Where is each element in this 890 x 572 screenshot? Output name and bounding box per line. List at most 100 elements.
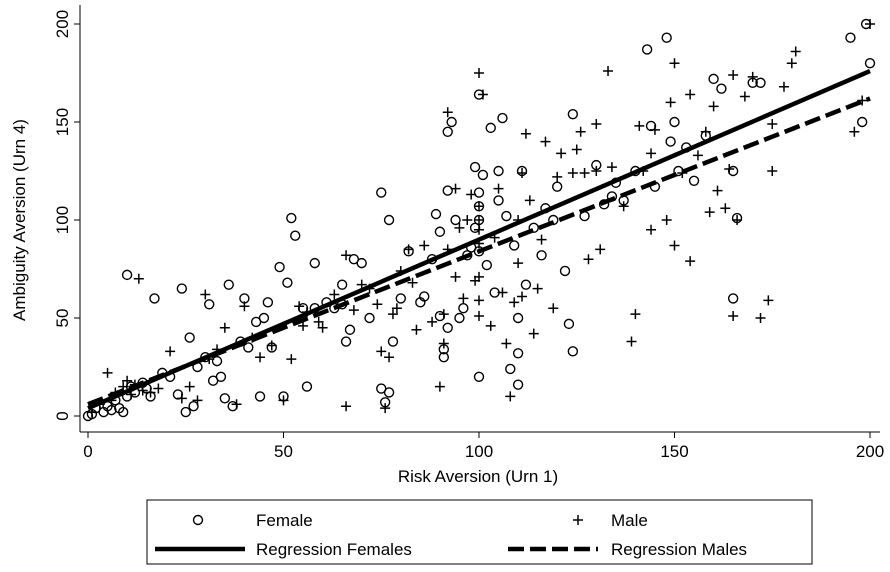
female-point bbox=[117, 406, 129, 418]
y-tick-label: 0 bbox=[53, 411, 72, 420]
male-point bbox=[524, 195, 535, 206]
female-point bbox=[301, 381, 313, 392]
female-point bbox=[641, 44, 653, 55]
male-point bbox=[747, 71, 758, 82]
male-point bbox=[669, 240, 680, 251]
male-point bbox=[603, 66, 614, 77]
male-point bbox=[704, 207, 715, 218]
female-point bbox=[340, 336, 352, 347]
male-point bbox=[266, 340, 277, 351]
female-point bbox=[434, 226, 446, 237]
female-point bbox=[727, 293, 739, 304]
male-point bbox=[102, 367, 113, 378]
male-point bbox=[493, 183, 504, 194]
female-point bbox=[497, 112, 508, 124]
male-point bbox=[231, 399, 242, 410]
female-point bbox=[442, 322, 453, 333]
female-point bbox=[106, 404, 117, 416]
male-point bbox=[634, 120, 645, 131]
male-point bbox=[122, 375, 133, 386]
female-point bbox=[258, 312, 270, 324]
female-point bbox=[473, 371, 485, 382]
male-point bbox=[685, 256, 696, 267]
male-point bbox=[505, 391, 516, 402]
male-point bbox=[649, 124, 660, 135]
male-point bbox=[567, 167, 578, 178]
male-point bbox=[411, 324, 422, 335]
male-point bbox=[137, 385, 148, 396]
female-point bbox=[552, 181, 563, 192]
x-tick-label: 100 bbox=[465, 442, 493, 461]
male-point bbox=[591, 166, 602, 176]
regression-line-females bbox=[87, 68, 871, 411]
male-point bbox=[348, 305, 359, 316]
male-point bbox=[387, 309, 398, 320]
male-point bbox=[595, 244, 606, 255]
female-point bbox=[290, 230, 301, 241]
male-point bbox=[700, 126, 711, 137]
male-point bbox=[497, 287, 508, 298]
male-point bbox=[786, 58, 797, 69]
male-point bbox=[427, 316, 438, 327]
female-point bbox=[149, 293, 160, 304]
male-point bbox=[646, 148, 657, 159]
female-point bbox=[438, 352, 450, 363]
female-point bbox=[430, 208, 442, 220]
male-point bbox=[501, 338, 512, 349]
female-point bbox=[856, 116, 868, 128]
female-point bbox=[454, 312, 465, 324]
male-point bbox=[384, 352, 395, 363]
male-point bbox=[630, 309, 641, 320]
male-point bbox=[665, 97, 676, 108]
male-point bbox=[728, 311, 739, 322]
female-point bbox=[227, 401, 238, 412]
legend-label-regression-males: Regression Males bbox=[611, 540, 747, 559]
male-point bbox=[474, 201, 484, 212]
male-point bbox=[466, 189, 477, 200]
female-point bbox=[442, 185, 453, 196]
y-tick-label: 200 bbox=[53, 10, 72, 38]
male-point bbox=[329, 289, 340, 300]
male-point bbox=[477, 89, 488, 100]
legend-label-regression-females: Regression Females bbox=[256, 540, 412, 559]
female-point bbox=[481, 259, 493, 271]
male-point bbox=[520, 128, 531, 139]
male-point bbox=[200, 289, 211, 300]
male-point bbox=[552, 171, 563, 182]
male-point bbox=[474, 295, 484, 306]
male-point bbox=[849, 126, 860, 137]
male-point bbox=[517, 291, 528, 302]
female-point bbox=[688, 175, 700, 187]
female-point bbox=[512, 312, 524, 324]
female-point bbox=[297, 303, 309, 314]
male-point bbox=[606, 162, 617, 173]
x-tick-label: 200 bbox=[856, 442, 884, 461]
male-point bbox=[579, 167, 590, 178]
male-point bbox=[517, 167, 528, 178]
male-point bbox=[419, 240, 430, 251]
male-point bbox=[341, 401, 352, 412]
female-point bbox=[512, 379, 524, 390]
male-point bbox=[454, 222, 465, 233]
female-point bbox=[172, 389, 184, 400]
male-point bbox=[692, 150, 703, 161]
female-point bbox=[563, 318, 575, 330]
male-point bbox=[763, 295, 774, 306]
female-point bbox=[520, 279, 532, 290]
female-point bbox=[442, 126, 453, 138]
male-point bbox=[438, 309, 449, 320]
female-point bbox=[282, 277, 293, 288]
regression-line-males bbox=[87, 96, 871, 407]
male-point bbox=[720, 203, 731, 214]
y-tick-label: 100 bbox=[53, 206, 72, 234]
y-tick-label: 50 bbox=[53, 309, 72, 328]
female-point bbox=[567, 108, 579, 120]
x-tick-label: 150 bbox=[660, 442, 688, 461]
y-axis-title: Ambiguity Aversion (Urn 4) bbox=[10, 119, 29, 321]
female-point bbox=[665, 136, 676, 147]
male-point bbox=[165, 346, 176, 357]
female-point bbox=[286, 212, 297, 224]
male-point bbox=[341, 250, 352, 261]
male-point bbox=[294, 301, 305, 312]
female-point bbox=[493, 195, 504, 206]
